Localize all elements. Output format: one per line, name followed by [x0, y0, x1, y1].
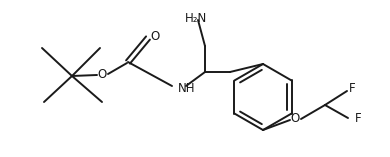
Text: F: F — [349, 82, 356, 95]
Text: F: F — [355, 111, 362, 125]
Text: O: O — [151, 30, 160, 43]
Text: O: O — [98, 68, 106, 81]
Text: H₂N: H₂N — [185, 12, 207, 25]
Text: O: O — [291, 111, 300, 125]
Text: NH: NH — [178, 81, 195, 95]
